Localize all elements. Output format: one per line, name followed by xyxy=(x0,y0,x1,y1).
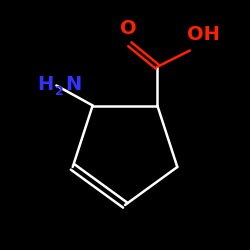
Text: O: O xyxy=(120,19,137,38)
Text: N: N xyxy=(65,75,82,94)
Text: 2: 2 xyxy=(55,85,64,98)
Text: H: H xyxy=(38,75,54,94)
Text: OH: OH xyxy=(187,25,220,44)
